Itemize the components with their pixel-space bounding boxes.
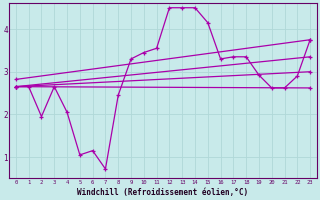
X-axis label: Windchill (Refroidissement éolien,°C): Windchill (Refroidissement éolien,°C) — [77, 188, 249, 197]
